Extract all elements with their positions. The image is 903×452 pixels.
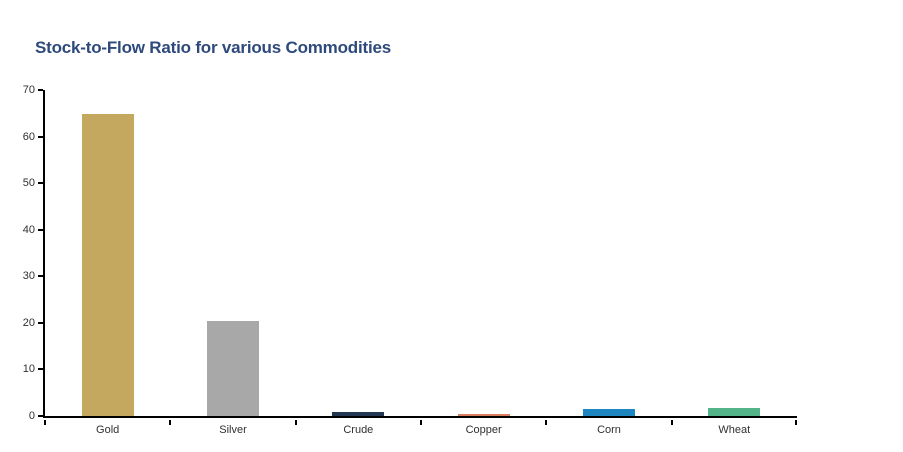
x-axis-label-wheat: Wheat xyxy=(718,424,751,436)
x-axis-label-silver: Silver xyxy=(219,424,247,436)
bar-crude xyxy=(332,412,385,416)
y-axis-tick-label: 60 xyxy=(22,130,35,143)
x-axis-label-crude: Crude xyxy=(343,424,374,436)
x-axis-label-copper: Copper xyxy=(465,424,502,436)
y-axis-tick-label: 40 xyxy=(22,223,35,236)
x-axis-tick xyxy=(44,420,46,425)
y-axis-tick-label: 10 xyxy=(22,363,35,376)
y-axis-tick-label: 70 xyxy=(22,84,35,96)
bar-silver xyxy=(207,321,259,416)
y-axis-tick-label: 30 xyxy=(22,270,35,283)
y-axis-tick xyxy=(38,415,43,417)
x-axis-tick xyxy=(795,420,797,425)
y-axis-tick-label: 0 xyxy=(28,410,35,422)
y-axis-tick xyxy=(38,275,43,278)
x-axis-tick xyxy=(420,420,422,425)
x-axis-label-corn: Corn xyxy=(597,424,621,436)
y-axis-tick xyxy=(38,135,43,138)
y-axis-tick xyxy=(38,368,43,371)
y-axis-tick xyxy=(38,89,43,91)
x-axis-tick xyxy=(169,420,172,425)
bar-gold xyxy=(81,114,134,416)
x-axis-label-gold: Gold xyxy=(96,424,120,436)
y-axis-tick-label: 50 xyxy=(22,177,35,190)
bar-wheat xyxy=(708,408,761,416)
plot-area: 0 10 20 30 40 50 60 70 Gold Silver Crude Copper Corn… xyxy=(23,84,797,436)
x-axis-tick xyxy=(545,420,548,425)
x-axis-tick xyxy=(294,420,297,425)
bar-corn xyxy=(583,409,635,416)
bar-copper xyxy=(457,414,510,416)
y-axis-tick xyxy=(38,228,43,231)
chart-title: Stock-to-Flow Ratio for various Commodit… xyxy=(35,38,391,57)
y-axis-tick xyxy=(38,182,43,185)
y-axis-tick-label: 20 xyxy=(22,316,35,329)
y-axis-tick xyxy=(38,321,43,324)
x-axis-tick xyxy=(670,420,673,425)
